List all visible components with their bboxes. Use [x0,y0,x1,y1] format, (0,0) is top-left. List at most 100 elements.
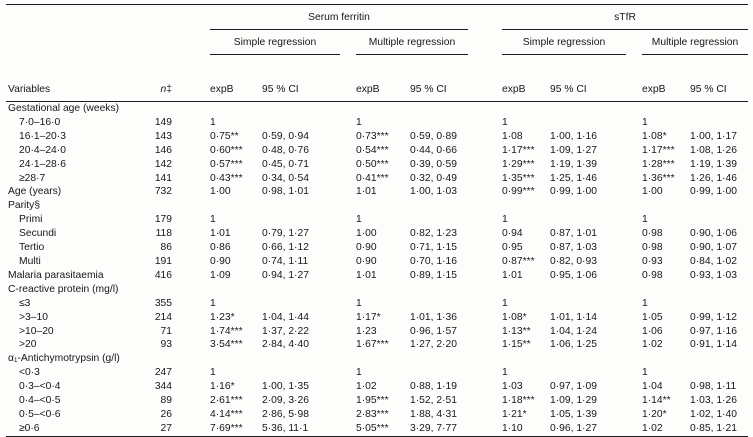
table-data-row: Multi 191 0·90 0·74, 1·11 0·90 0·70, 1·16 0·87… [6,255,748,269]
subgroup-sf-multiple-regression: Multiple regression [356,29,468,55]
subgroup-stfr-simple-regression: Simple regression [502,29,626,55]
ci-value: 1·02, 1·40 [690,408,737,420]
ci-value [410,366,468,380]
expb-value: 7·69*** [210,422,243,434]
row-label: 7·0–16·0 [19,116,61,128]
ci-value: 0·79, 1·27 [262,228,309,240]
ci-value: 0·89, 1·15 [410,269,457,281]
table-data-row: 0·4–<0·5 89 2·61*** 2·09, 3·26 1·95*** 1·52, … [6,394,748,408]
expb-value: 1·14** [642,395,671,407]
ci-value [690,213,748,227]
row-label: >10–20 [19,325,54,337]
ci-value [550,366,626,380]
ci-value: 0·95, 1·06 [550,269,597,281]
expb-value: 1·18*** [502,395,535,407]
ci-value: 0·88, 1·19 [410,381,457,393]
n-value: 191 [154,255,172,267]
spacer-cell [172,116,210,130]
column-header-expb-1: expB [210,54,262,102]
spacer-cell [340,297,356,311]
n-value: 26 [160,408,172,420]
n-label: n [160,84,167,95]
ci-value: 1·26, 1·46 [690,172,737,184]
row-group-label: Gestational age (weeks) [8,103,120,114]
expb-value: 1 [502,116,508,128]
ci-value [550,116,626,130]
table-data-row: Age (years) 732 1·00 0·98, 1·01 1·01 1·00, 1·… [6,185,748,199]
expb-value: 1 [356,214,362,226]
ci-value: 0·98, 1·01 [262,186,309,198]
expb-value: 0·75** [210,130,239,142]
expb-value: 1·08* [502,311,527,323]
spacer-cell [172,227,210,241]
expb-value: 1·67*** [356,339,389,351]
spacer-cell [6,5,210,30]
spacer-cell [340,213,356,227]
expb-value: 0·90 [356,242,377,254]
spacer-cell [468,227,502,241]
column-header-row: Variables n‡ expB 95 % CI expB 95 % CI e… [6,54,749,102]
n-value: 86 [160,242,172,254]
spacer-cell [6,30,210,55]
ci-value: 0·87, 1·01 [550,228,597,240]
table-data-row: 0·3–<0·4 344 1·16* 1·00, 1·35 1·02 0·88, 1·19… [6,380,748,394]
ci-value: 2·84, 4·40 [262,339,309,351]
spacer-cell [468,30,502,55]
table-data-row: ≤3 355 1 1 1 1 [6,297,748,311]
n-value: 247 [154,367,172,379]
n-value: 146 [154,144,172,156]
ci-value: 0·74, 1·11 [262,255,309,267]
ci-value [690,366,748,380]
expb-value: 1·17*** [502,144,535,156]
ci-value: 0·90, 1·06 [690,228,737,240]
expb-value: 1 [642,116,648,128]
spacer-cell [626,158,642,172]
expb-value: 1·35*** [502,172,535,184]
ci-value: 1·88, 4·31 [410,408,457,420]
spacer-cell [626,325,642,339]
n-value: 143 [154,130,172,142]
expb-value: 1·01 [356,186,377,198]
table-head: Serum ferritin sTfR Simple regression Mu… [6,4,749,102]
expb-value: 1·02 [356,381,377,393]
expb-value: 1 [642,297,648,309]
column-header-variables: Variables [6,54,146,102]
n-value: 93 [160,339,172,351]
expb-value: 1·08* [642,130,667,142]
row-label: 24·1–28·6 [19,158,66,170]
expb-value: 0·87*** [502,255,535,267]
spacer-cell [626,380,642,394]
n-value: 27 [160,422,172,434]
ci-value: 1·09, 1·29 [550,395,597,407]
spacer-cell [626,185,642,199]
table-group-row: Parity§ [6,199,748,213]
double-dagger-marker: ‡ [166,84,172,95]
column-header-expb-3: expB [502,54,550,102]
ci-value: 0·66, 1·12 [262,242,309,254]
row-label: Multi [19,255,41,267]
spacer-cell [340,255,356,269]
spacer-cell [172,144,210,158]
ci-value: 1·25, 1·46 [550,172,597,184]
ci-value: 1·08, 1·26 [690,144,737,156]
expb-value: 1·95*** [356,395,389,407]
expb-value: 1·00 [642,186,663,198]
subgroup-header-row: Simple regression Multiple regression Si… [6,29,749,55]
n-value: 118 [155,228,172,240]
ci-value: 1·00, 1·17 [690,130,737,142]
expb-value: 1 [210,367,216,379]
expb-value: 0·99*** [502,186,535,198]
ci-value: 0·71, 1·15 [410,242,457,254]
ci-value: 1·09, 1·27 [550,144,597,156]
spacer-cell [172,158,210,172]
column-header-ci-2: 95 % CI [410,54,468,102]
ci-value [690,297,748,311]
table-group-row: Gestational age (weeks) [6,102,748,116]
column-header-ci-4: 95 % CI [690,54,749,102]
row-label: <0·3 [19,367,40,379]
ci-value [410,116,468,130]
expb-value: 1·08 [502,130,523,142]
row-label: >20 [19,339,37,351]
expb-value: 1·29*** [502,158,535,170]
table-data-row: 16·1–20·3 143 0·75** 0·59, 0·94 0·73*** 0·59,… [6,130,748,144]
